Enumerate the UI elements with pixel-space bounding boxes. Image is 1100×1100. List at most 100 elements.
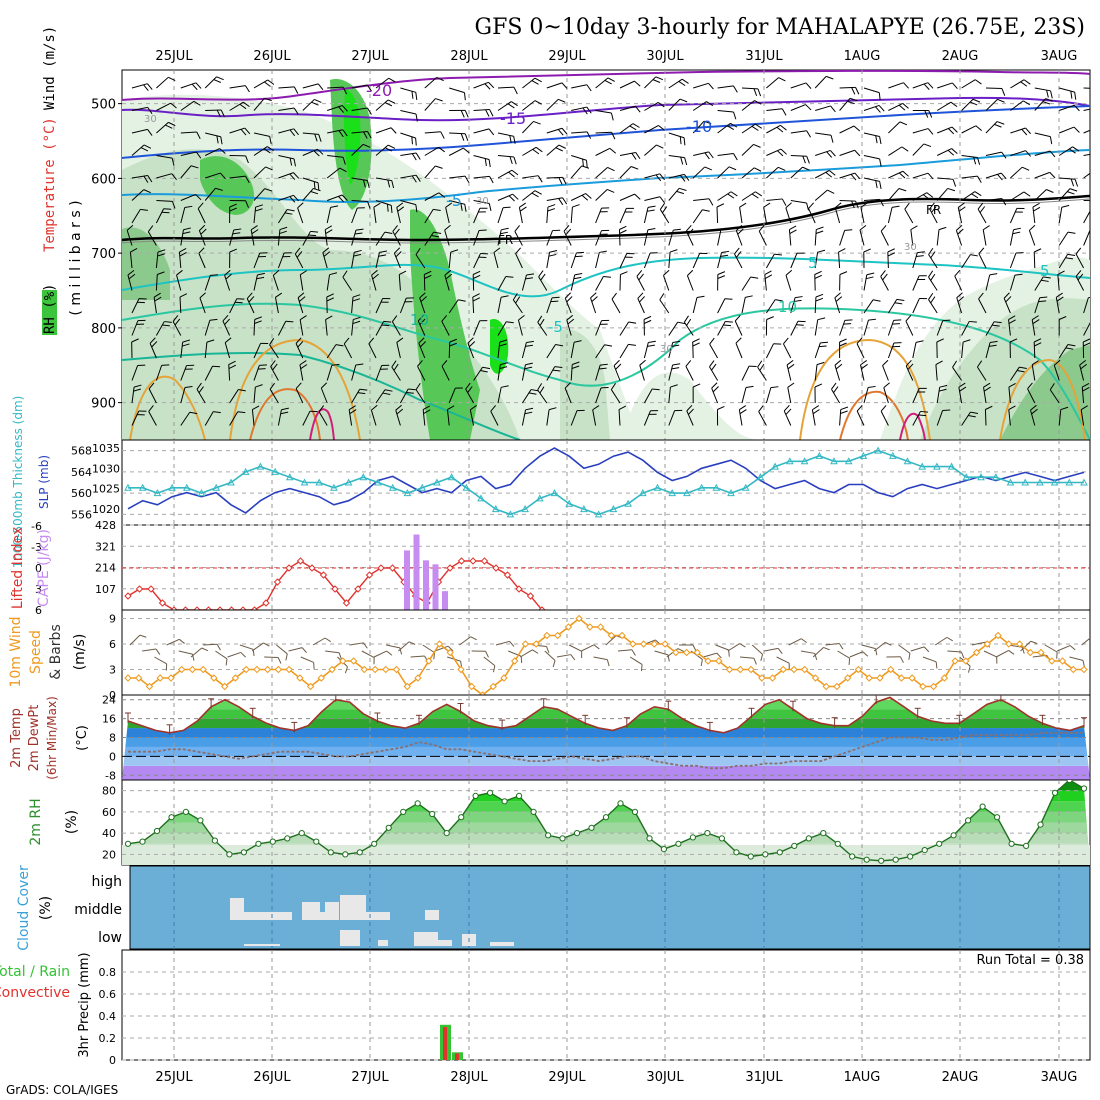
wind-barb-flag	[174, 318, 181, 326]
wind-barb-staff	[351, 319, 354, 336]
wind-barb-flag	[464, 110, 469, 118]
wind-barb-staff	[1033, 251, 1036, 269]
wind-barb-staff	[546, 409, 550, 426]
wind-barb-staff	[912, 411, 921, 426]
wind-barb	[497, 155, 517, 165]
wind-barb-staff	[839, 125, 855, 134]
wind-barb-staff	[686, 275, 694, 291]
wind10m-point-80	[983, 640, 992, 648]
wind-barb-staff	[716, 206, 719, 224]
thickness-point-27	[521, 505, 529, 513]
wind-barb	[180, 227, 191, 246]
wind-barb	[348, 405, 357, 426]
wind-barb	[985, 340, 998, 359]
wind-barb-flag	[704, 152, 710, 160]
wind-barb	[1034, 276, 1051, 291]
wind-barb	[343, 337, 353, 359]
wind-barb	[595, 166, 615, 179]
rh2m-axis-label: 2m RH	[28, 798, 44, 845]
wind-barb-flag	[892, 323, 900, 325]
rh2m-point-60	[994, 814, 1001, 821]
wind-barb-staff	[1083, 87, 1090, 90]
wind-barb-flag	[479, 320, 488, 322]
wind-barb-staff	[956, 297, 963, 314]
wind-barb-staff	[668, 98, 681, 111]
wind10m-tick-label-1: 3	[109, 664, 116, 677]
wind-barb	[685, 225, 694, 246]
wind-barb-staff	[1059, 126, 1075, 134]
wind-barb-flag	[1075, 270, 1082, 277]
wind-barb-flag	[585, 193, 592, 199]
wind-barb	[905, 315, 914, 336]
wind-barb	[1083, 87, 1090, 90]
wind-barb-flag	[309, 410, 318, 413]
wind-barb-flag	[431, 234, 439, 238]
wind-barb-flag	[531, 389, 539, 392]
wind-barb	[839, 200, 859, 209]
wind-barb-staff	[415, 389, 426, 404]
wind-barb-flag	[663, 269, 670, 276]
wind-barb-flag	[814, 270, 822, 275]
wind10m-point-17	[306, 682, 315, 691]
wind-barb-flag	[919, 387, 927, 389]
wind-barb-staff	[1083, 208, 1090, 224]
wind-barb	[1009, 252, 1024, 269]
wind-barb-staff	[1080, 409, 1085, 426]
wind-barb-flag	[391, 315, 398, 322]
wind-barb	[738, 405, 747, 426]
wind-barb	[644, 125, 665, 134]
wind-barb-flag	[423, 409, 431, 415]
wind-barb	[912, 192, 934, 201]
thickness-point-12	[300, 478, 309, 486]
wind-barb-flag	[601, 319, 610, 322]
wind-barb-flag	[812, 405, 820, 411]
thickness-point-17	[374, 478, 382, 486]
wind-barb-flag	[879, 158, 882, 167]
wind-barb	[253, 204, 264, 224]
wind-barb-flag	[464, 175, 470, 183]
wind-barb-staff	[424, 209, 434, 224]
wind-barb	[643, 315, 652, 336]
wind-barb	[668, 340, 681, 359]
wind-barb	[863, 299, 881, 314]
rh-tick-label-0: 20	[102, 848, 116, 861]
wind-barb-flag	[626, 252, 635, 255]
wind-barb-flag	[550, 300, 559, 303]
wind-barb-flag	[281, 407, 289, 411]
wind-barb	[473, 229, 487, 246]
wind-barb-flag	[829, 170, 836, 176]
wind-barb-staff	[1083, 126, 1090, 134]
wind-barb	[954, 270, 963, 291]
wind-barb-staff	[1010, 127, 1026, 134]
wind-barb	[302, 98, 322, 111]
surface-barb-flag	[1092, 634, 1098, 641]
wind-barb	[278, 155, 297, 167]
wind-barb-staff	[717, 152, 734, 156]
wind-barb-staff	[131, 365, 139, 381]
wind-barb	[1083, 230, 1090, 246]
wind-barb-staff	[758, 411, 767, 426]
wind-barb-flag	[196, 151, 202, 159]
wind-barb	[180, 151, 202, 159]
wind-barb	[564, 382, 572, 404]
wind-barb-flag	[190, 165, 199, 169]
wind-barb-flag	[157, 249, 166, 253]
wind-barb-flag	[415, 382, 421, 390]
wind-barb-staff	[1058, 254, 1068, 269]
wind-barb-flag	[816, 361, 825, 366]
wind-barb	[204, 365, 221, 381]
wind-barb-staff	[856, 410, 865, 426]
wind-barb-staff	[497, 193, 513, 201]
wind-barb-staff	[228, 364, 231, 381]
wind-barb-flag	[776, 126, 784, 133]
wind-barb-staff	[375, 298, 384, 314]
wind-barb-flag	[258, 256, 266, 258]
wind-barb	[863, 272, 875, 291]
rh2m-point-52	[878, 857, 885, 864]
wind-barb-flag	[137, 319, 146, 322]
wind-barb	[831, 382, 841, 404]
wind-barb-flag	[601, 207, 610, 209]
wind-barb	[961, 320, 977, 336]
wind-barb	[693, 198, 714, 206]
thickness-point-59	[991, 473, 1000, 481]
